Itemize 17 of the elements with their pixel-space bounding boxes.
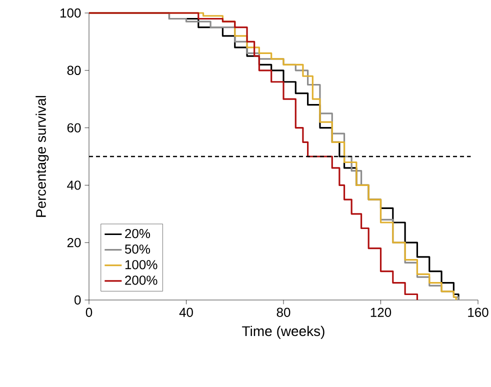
x-axis-title: Time (weeks) — [242, 326, 324, 339]
x-tick-label: 160 — [468, 308, 488, 317]
legend-label: 50% — [124, 244, 150, 254]
x-tick-label: 0 — [86, 308, 92, 317]
x-tick-label: 80 — [276, 308, 290, 317]
y-tick-label: 100 — [60, 8, 81, 18]
y-tick-label: 60 — [67, 123, 81, 132]
legend-label: 200% — [125, 276, 158, 285]
y-tick-label: 80 — [67, 66, 81, 75]
x-tick-label: 120 — [370, 308, 392, 317]
y-tick-label: 0 — [74, 295, 81, 305]
y-axis-title: Percentage survival — [36, 96, 49, 217]
legend-label: 100% — [125, 260, 158, 270]
y-tick-label: 20 — [67, 238, 81, 248]
legend-label: 20% — [125, 228, 150, 238]
y-tick-label: 40 — [67, 180, 81, 190]
x-tick-label: 40 — [179, 308, 193, 317]
